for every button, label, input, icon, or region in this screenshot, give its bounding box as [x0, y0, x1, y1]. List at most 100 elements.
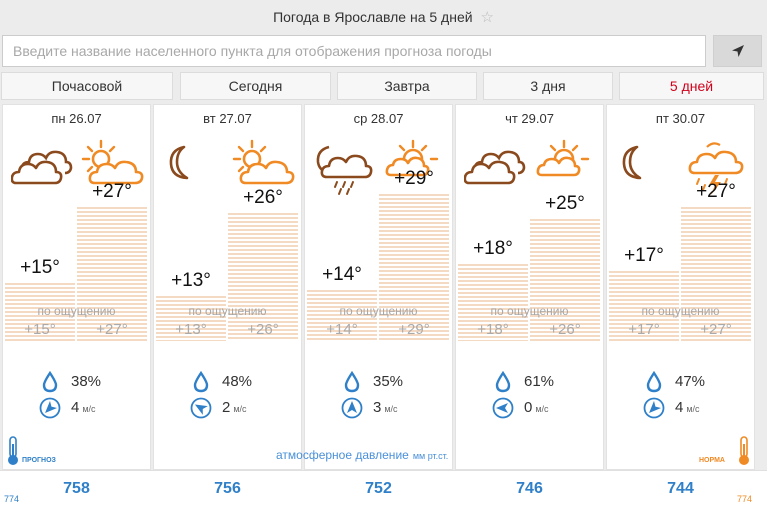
pressure-title: атмосферное давление мм рт.ст.	[276, 448, 448, 462]
forecast-label: ПРОГНОЗ	[22, 457, 56, 464]
wind-direction-icon	[190, 397, 212, 419]
location-arrow-icon	[731, 45, 744, 57]
partly-cloudy-icon	[232, 137, 296, 199]
day-temp: +25°	[545, 193, 585, 214]
day-title: пт 30.07	[655, 111, 706, 126]
wind-direction-icon	[643, 397, 665, 419]
partly-cloudy-icon	[81, 137, 145, 199]
sun-cloud-icon	[383, 137, 447, 199]
day-column[interactable]: пт 30.07 +17° +27° по ощущению +17° +27°…	[606, 104, 755, 470]
day-column[interactable]: пн 26.07 +15° +27° по ощущению +15° +27°…	[2, 104, 151, 470]
day-column[interactable]: чт 29.07 +18° +25° по ощущению +18° +26°…	[455, 104, 604, 470]
feels-like-caption: по ощущению	[339, 304, 418, 318]
moon-icon	[162, 137, 224, 199]
day-title: чт 29.07	[505, 111, 554, 126]
locate-button[interactable]	[713, 35, 762, 67]
forecast-value: 774	[4, 494, 20, 504]
pressure-value: 752	[365, 480, 392, 497]
search-input[interactable]	[2, 35, 706, 67]
humidity-value: 48%	[222, 373, 253, 390]
day-temp-bar	[681, 207, 751, 341]
page-header: Погода в Ярославле на 5 дней ☆	[0, 0, 767, 34]
day-feels-like: +26°	[549, 321, 581, 338]
period-tabs: Почасовой Сегодня Завтра 3 дня 5 дней	[0, 72, 767, 100]
pressure-value: 756	[214, 480, 241, 497]
night-temp-bar	[458, 264, 528, 341]
feels-like-caption: по ощущению	[188, 304, 267, 318]
humidity-value: 61%	[524, 373, 555, 390]
feels-like-caption: по ощущению	[490, 304, 569, 318]
day-temp-bar	[379, 194, 449, 341]
night-feels-like: +18°	[477, 321, 509, 338]
moon-cloud-rain-icon	[313, 137, 375, 199]
day-temp: +27°	[696, 181, 736, 202]
night-temp: +17°	[624, 245, 664, 266]
humidity-icon	[190, 370, 212, 393]
feels-like-caption: по ощущению	[641, 304, 720, 318]
day-feels-like: +29°	[398, 321, 430, 338]
humidity-value: 38%	[71, 373, 102, 390]
pressure-value: 746	[516, 480, 543, 497]
search-row	[0, 34, 767, 68]
day-feels-like: +27°	[700, 321, 732, 338]
day-column[interactable]: вт 27.07 +13° +26° по ощущению +13° +26°…	[153, 104, 302, 470]
cloudy-icon	[10, 137, 73, 199]
pressure-strip	[0, 470, 767, 511]
tab-tomorrow[interactable]: Завтра	[337, 72, 477, 100]
pressure-value: 744	[667, 480, 694, 497]
night-feels-like: +14°	[326, 321, 358, 338]
wind-direction-icon	[492, 397, 514, 419]
wind-speed: 4	[71, 399, 80, 416]
night-temp: +18°	[473, 238, 513, 259]
humidity-icon	[643, 370, 665, 393]
humidity-icon	[492, 370, 514, 393]
humidity-value: 35%	[373, 373, 404, 390]
day-temp-bar	[77, 207, 147, 341]
tab-today[interactable]: Сегодня	[180, 72, 331, 100]
wind-speed: 4	[675, 399, 684, 416]
page-title: Погода в Ярославле на 5 дней	[273, 9, 473, 25]
cloudy-icon	[463, 137, 526, 199]
norm-label: НОРМА	[699, 457, 725, 464]
night-temp-bar	[307, 290, 377, 341]
sun-cloud-icon	[534, 137, 598, 199]
night-temp-bar	[609, 271, 679, 341]
wind-unit: м/с	[82, 404, 96, 414]
pressure-unit: мм рт.ст.	[412, 451, 449, 461]
day-feels-like: +27°	[96, 321, 128, 338]
night-temp: +14°	[322, 264, 362, 285]
tab-3-days[interactable]: 3 дня	[483, 72, 613, 100]
tab-hourly[interactable]: Почасовой	[1, 72, 173, 100]
wind-value: 2 м/с	[222, 399, 247, 416]
humidity-value: 47%	[675, 373, 706, 390]
night-feels-like: +15°	[24, 321, 56, 338]
tab-5-days[interactable]: 5 дней	[619, 72, 764, 100]
wind-value: 4 м/с	[71, 399, 96, 416]
wind-speed: 3	[373, 399, 382, 416]
night-feels-like: +13°	[175, 321, 207, 338]
humidity-icon	[341, 370, 363, 393]
night-temp: +13°	[171, 270, 211, 291]
day-column[interactable]: ср 28.07 +14° +29° по ощущению +14° +29°	[304, 104, 453, 470]
wind-direction-icon	[39, 397, 61, 419]
night-temp-bar	[156, 296, 226, 341]
wind-unit: м/с	[233, 404, 247, 414]
wind-unit: м/с	[686, 404, 700, 414]
feels-like-caption: по ощущению	[37, 304, 116, 318]
day-temp-bar	[228, 213, 298, 341]
day-title: ср 28.07	[353, 111, 404, 126]
star-icon[interactable]: ☆	[480, 9, 494, 26]
night-feels-like: +17°	[628, 321, 660, 338]
thermometer-forecast-icon	[8, 436, 18, 465]
wind-value: 3 м/с	[373, 399, 398, 416]
norm-value: 774	[737, 494, 753, 504]
night-temp-bar	[5, 283, 75, 341]
day-temp: +26°	[243, 187, 283, 208]
day-feels-like: +26°	[247, 321, 279, 338]
pressure-value: 758	[63, 480, 90, 497]
wind-unit: м/с	[535, 404, 549, 414]
moon-icon	[615, 137, 677, 199]
day-temp-bar	[530, 219, 600, 341]
thunderstorm-icon	[685, 137, 749, 199]
wind-speed: 0	[524, 399, 533, 416]
